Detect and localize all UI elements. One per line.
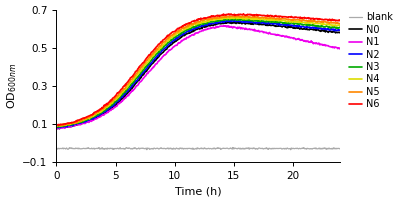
N6 <box>191 20 196 22</box>
N5 <box>332 21 337 24</box>
Line: N4: N4 <box>56 17 340 126</box>
N0 <box>191 29 196 31</box>
blank <box>332 147 337 150</box>
N0 <box>208 24 213 27</box>
N6 <box>241 13 246 15</box>
N5 <box>245 15 250 17</box>
N4 <box>224 17 228 19</box>
Line: N1: N1 <box>56 26 340 129</box>
N2 <box>338 29 342 31</box>
N3 <box>208 21 212 23</box>
N2 <box>288 24 292 27</box>
Line: blank: blank <box>56 147 340 150</box>
N2 <box>332 29 337 32</box>
N3 <box>189 26 194 29</box>
Line: N3: N3 <box>56 19 340 127</box>
N1 <box>224 26 229 28</box>
blank <box>230 146 235 149</box>
N6 <box>224 14 228 17</box>
N2 <box>224 20 228 22</box>
N0 <box>224 22 228 24</box>
N1 <box>338 47 342 50</box>
blank <box>338 148 342 150</box>
N0 <box>288 26 292 28</box>
N1 <box>222 24 227 27</box>
N2 <box>189 28 194 31</box>
N3 <box>190 26 195 28</box>
N4 <box>338 24 342 26</box>
Line: N2: N2 <box>56 20 340 128</box>
N0 <box>54 127 59 129</box>
N5 <box>189 24 194 26</box>
N3 <box>233 18 238 20</box>
Line: N5: N5 <box>56 16 340 126</box>
N0 <box>338 32 342 34</box>
N1 <box>332 47 337 49</box>
N0 <box>332 31 337 33</box>
blank <box>287 147 292 150</box>
Line: N0: N0 <box>56 22 340 129</box>
N5 <box>338 22 342 25</box>
N4 <box>235 16 240 18</box>
Y-axis label: OD$_{600nm}$: OD$_{600nm}$ <box>6 63 19 109</box>
N2 <box>56 126 61 129</box>
blank <box>223 147 228 150</box>
X-axis label: Time (h): Time (h) <box>175 186 222 196</box>
blank <box>190 148 195 150</box>
N2 <box>54 126 59 128</box>
Line: N6: N6 <box>56 14 340 125</box>
N6 <box>332 19 337 21</box>
N0 <box>189 30 194 33</box>
N6 <box>338 19 342 22</box>
Legend: blank, N0, N1, N2, N3, N4, N5, N6: blank, N0, N1, N2, N3, N4, N5, N6 <box>348 11 394 110</box>
N5 <box>288 18 292 21</box>
N4 <box>54 125 59 127</box>
N6 <box>56 124 60 126</box>
N2 <box>208 23 213 25</box>
N3 <box>223 19 228 21</box>
N1 <box>208 27 213 29</box>
N4 <box>54 125 59 127</box>
N3 <box>332 26 336 28</box>
N1 <box>54 127 59 130</box>
N3 <box>338 26 342 29</box>
N5 <box>58 125 62 127</box>
N2 <box>226 19 231 22</box>
N0 <box>57 127 62 130</box>
N4 <box>191 23 196 26</box>
N2 <box>191 28 196 30</box>
N1 <box>189 34 194 36</box>
N4 <box>332 24 337 27</box>
N1 <box>288 37 292 39</box>
N5 <box>224 15 228 18</box>
N5 <box>208 18 213 20</box>
N4 <box>189 24 194 27</box>
N5 <box>191 22 196 25</box>
N4 <box>288 21 292 23</box>
N6 <box>288 16 292 18</box>
blank <box>54 147 59 149</box>
blank <box>288 148 293 151</box>
N6 <box>54 123 59 126</box>
blank <box>189 148 194 150</box>
N1 <box>54 128 59 130</box>
N5 <box>54 124 59 126</box>
N0 <box>235 20 240 23</box>
N6 <box>208 15 213 18</box>
blank <box>208 147 212 150</box>
N3 <box>54 126 59 128</box>
N1 <box>191 34 196 36</box>
N6 <box>189 20 194 23</box>
N3 <box>287 22 292 25</box>
N4 <box>208 18 213 21</box>
